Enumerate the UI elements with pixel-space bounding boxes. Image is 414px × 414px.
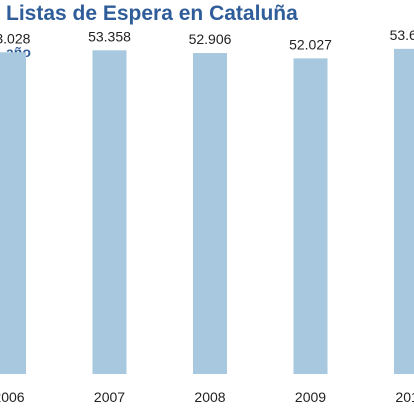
- x-tick-label-2007: 2007: [94, 389, 125, 405]
- x-tick-label-2010: 2010: [395, 389, 414, 405]
- x-tick-label-2006: 2006: [0, 389, 25, 405]
- value-label-2007: 53.358: [88, 28, 131, 44]
- bar-2009: [293, 58, 328, 374]
- bar-2007: [92, 50, 127, 374]
- x-tick-label-2009: 2009: [295, 389, 326, 405]
- value-label-2008: 52.906: [189, 31, 232, 47]
- value-label-2009: 52.027: [289, 36, 332, 52]
- bar-2006: [0, 52, 26, 374]
- bar-2008: [193, 53, 227, 375]
- bar-2010: [394, 48, 414, 375]
- chart-title: Listas de Espera en Cataluña: [6, 2, 298, 25]
- value-label-2010: 53.600: [390, 27, 414, 43]
- value-label-2006: 53.028: [0, 30, 31, 46]
- x-tick-label-2008: 2008: [194, 389, 225, 405]
